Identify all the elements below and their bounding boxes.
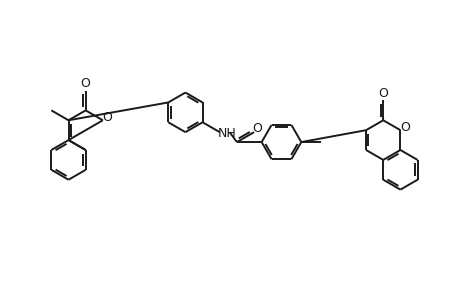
Text: NH: NH bbox=[217, 127, 235, 140]
Text: O: O bbox=[252, 122, 261, 135]
Text: O: O bbox=[81, 77, 90, 90]
Text: O: O bbox=[102, 111, 112, 124]
Text: O: O bbox=[399, 121, 409, 134]
Text: O: O bbox=[377, 87, 387, 100]
